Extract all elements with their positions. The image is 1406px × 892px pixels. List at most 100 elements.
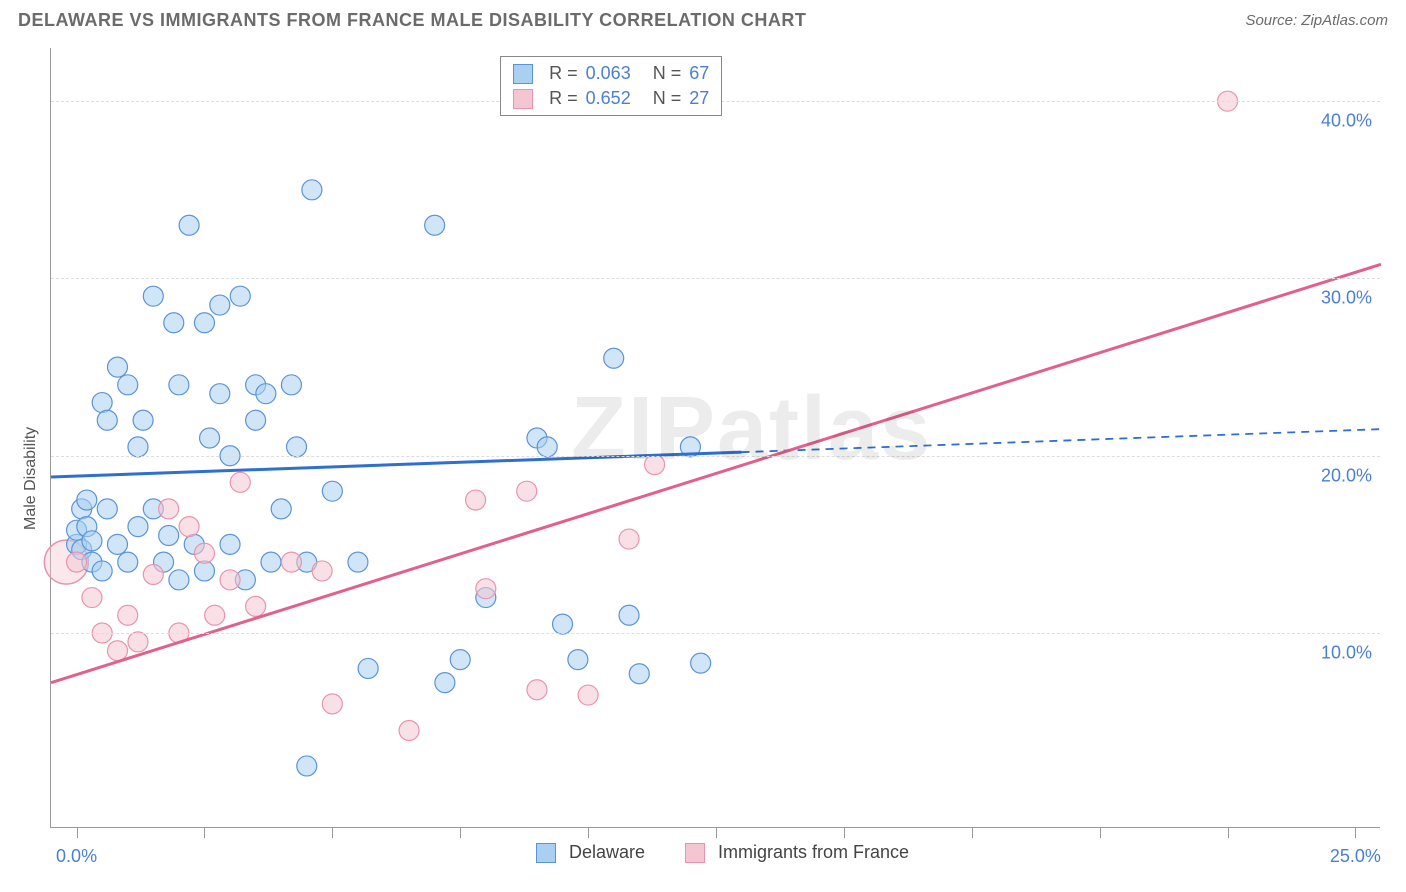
point-delaware — [92, 561, 112, 581]
point-delaware — [450, 650, 470, 670]
source-credit: Source: ZipAtlas.com — [1245, 12, 1388, 29]
gridline — [51, 456, 1380, 457]
point-delaware — [281, 375, 301, 395]
point-delaware — [133, 410, 153, 430]
point-delaware — [82, 531, 102, 551]
point-delaware — [287, 437, 307, 457]
point-delaware — [77, 490, 97, 510]
point-delaware — [322, 481, 342, 501]
n-label: N = — [653, 63, 682, 84]
point-delaware — [220, 534, 240, 554]
y-axis-label: Male Disability — [22, 427, 40, 530]
point-france — [281, 552, 301, 572]
point-delaware — [169, 375, 189, 395]
point-france — [466, 490, 486, 510]
point-delaware — [118, 375, 138, 395]
point-delaware — [97, 499, 117, 519]
point-france — [143, 565, 163, 585]
x-tick — [460, 828, 461, 838]
n-value: 27 — [689, 88, 709, 109]
point-france — [128, 632, 148, 652]
x-tick — [77, 828, 78, 838]
scatter-svg — [51, 48, 1381, 828]
legend-item: Delaware — [536, 842, 645, 863]
x-tick — [1355, 828, 1356, 838]
r-label: R = — [549, 88, 578, 109]
r-value: 0.063 — [586, 63, 631, 84]
x-tick — [1100, 828, 1101, 838]
point-france — [322, 694, 342, 714]
point-delaware — [200, 428, 220, 448]
point-france — [230, 472, 250, 492]
point-delaware — [271, 499, 291, 519]
point-delaware — [568, 650, 588, 670]
point-delaware — [128, 517, 148, 537]
point-delaware — [128, 437, 148, 457]
y-tick-label: 40.0% — [1321, 111, 1372, 132]
point-france — [205, 605, 225, 625]
x-tick-label: 25.0% — [1330, 846, 1381, 867]
n-label: N = — [653, 88, 682, 109]
point-delaware — [537, 437, 557, 457]
gridline — [51, 633, 1380, 634]
point-delaware — [210, 295, 230, 315]
point-delaware — [261, 552, 281, 572]
point-france — [578, 685, 598, 705]
gridline — [51, 278, 1380, 279]
point-france — [118, 605, 138, 625]
y-tick-label: 10.0% — [1321, 643, 1372, 664]
point-france — [527, 680, 547, 700]
legend-swatch — [685, 843, 705, 863]
point-delaware — [179, 215, 199, 235]
legend-series: Delaware Immigrants from France — [536, 842, 909, 863]
point-france — [312, 561, 332, 581]
point-france — [194, 543, 214, 563]
x-tick — [716, 828, 717, 838]
point-delaware — [348, 552, 368, 572]
point-delaware — [230, 286, 250, 306]
point-france — [82, 588, 102, 608]
legend-swatch — [513, 64, 533, 84]
point-delaware — [118, 552, 138, 572]
point-delaware — [553, 614, 573, 634]
point-delaware — [97, 410, 117, 430]
x-tick — [588, 828, 589, 838]
r-value: 0.652 — [586, 88, 631, 109]
point-delaware — [358, 658, 378, 678]
point-france — [159, 499, 179, 519]
chart-title: DELAWARE VS IMMIGRANTS FROM FRANCE MALE … — [18, 10, 806, 31]
point-delaware — [435, 673, 455, 693]
point-delaware — [256, 384, 276, 404]
legend-swatch — [513, 89, 533, 109]
point-france — [645, 455, 665, 475]
point-france — [179, 517, 199, 537]
chart-header: DELAWARE VS IMMIGRANTS FROM FRANCE MALE … — [18, 10, 1388, 31]
point-france — [67, 552, 87, 572]
legend-item: Immigrants from France — [685, 842, 909, 863]
point-delaware — [210, 384, 230, 404]
r-label: R = — [549, 63, 578, 84]
n-value: 67 — [689, 63, 709, 84]
point-delaware — [194, 561, 214, 581]
x-tick-label: 0.0% — [56, 846, 97, 867]
point-delaware — [297, 756, 317, 776]
point-delaware — [194, 313, 214, 333]
legend-stats-row: R = 0.063 N = 67 — [513, 63, 709, 84]
x-tick — [332, 828, 333, 838]
point-france — [220, 570, 240, 590]
x-tick — [972, 828, 973, 838]
y-tick-label: 20.0% — [1321, 465, 1372, 486]
point-delaware — [691, 653, 711, 673]
point-france — [476, 579, 496, 599]
point-delaware — [169, 570, 189, 590]
point-delaware — [629, 664, 649, 684]
x-tick — [204, 828, 205, 838]
trendline-france — [51, 264, 1381, 682]
point-delaware — [92, 393, 112, 413]
point-france — [399, 721, 419, 741]
legend-swatch — [536, 843, 556, 863]
point-delaware — [246, 410, 266, 430]
trendline-delaware-dash — [742, 429, 1381, 452]
x-tick — [1228, 828, 1229, 838]
point-france — [517, 481, 537, 501]
